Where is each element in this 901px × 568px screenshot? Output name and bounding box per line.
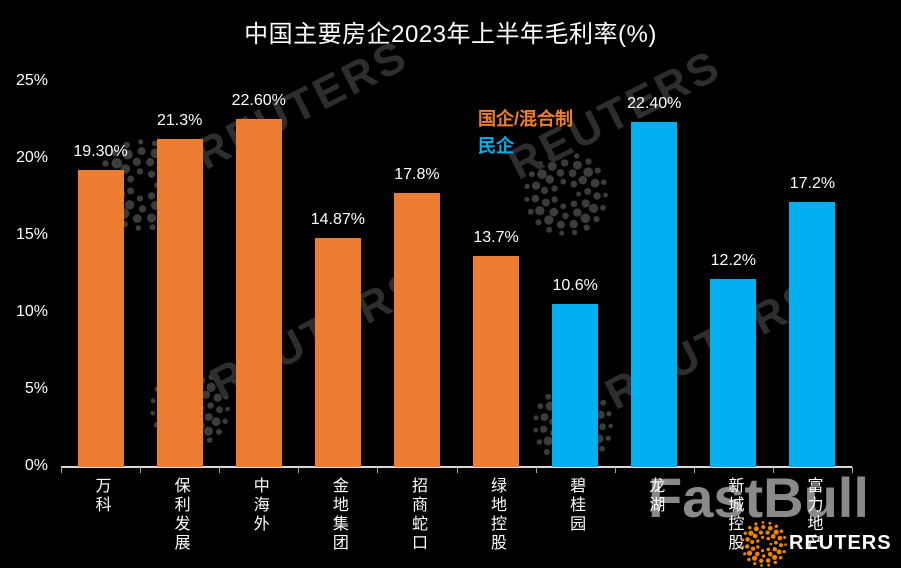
bar-碧桂园 <box>552 303 599 467</box>
legend-item-private: 民企 <box>478 136 514 156</box>
bar-富力地产 <box>789 202 836 467</box>
bar-value-label: 14.87% <box>310 211 365 228</box>
bar-value-label: 12.2% <box>710 252 757 270</box>
x-category-label: 中海外 <box>250 477 268 534</box>
y-tick-label: 20% <box>15 149 48 166</box>
x-axis-tick <box>535 467 537 473</box>
bar-龙湖 <box>631 122 678 467</box>
x-axis-tick <box>377 467 379 473</box>
bar-value-label: 10.6% <box>552 276 598 294</box>
x-category-label: 绿地控股 <box>488 477 506 553</box>
bar-value-label: 22.60% <box>231 91 286 109</box>
x-category-label: 新城控股 <box>725 477 743 553</box>
bar-value-label: 19.30% <box>73 142 128 160</box>
y-tick-label: 25% <box>15 72 48 89</box>
x-category-label: 保利发展 <box>171 477 189 553</box>
x-axis-tick <box>693 467 695 473</box>
fastbull-logo: FastBull <box>648 466 869 529</box>
y-tick-label: 15% <box>15 226 48 243</box>
x-axis-tick <box>298 467 300 473</box>
x-axis-tick <box>456 467 458 473</box>
bar-value-label: 21.3% <box>156 111 203 129</box>
x-axis-tick <box>852 467 853 473</box>
bar-value-label: 13.7% <box>473 229 519 247</box>
x-category-label: 万科 <box>92 477 110 515</box>
bar-value-label: 17.8% <box>394 165 440 183</box>
x-category-label: 富力地产 <box>804 477 822 553</box>
legend-item-soe: 国企/混合制 <box>478 109 574 129</box>
chart-title: 中国主要房企2023年上半年毛利率(%) <box>244 21 657 48</box>
x-axis-tick <box>140 467 142 473</box>
bar-金地集团 <box>314 238 361 467</box>
chart-legend: 国企/混合制 民企 <box>478 106 573 160</box>
bar-新城控股 <box>710 279 757 467</box>
bar-value-label: 17.2% <box>789 175 836 193</box>
x-axis-tick <box>61 467 62 473</box>
x-category-label: 招商蛇口 <box>408 477 426 553</box>
x-category-label: 龙湖 <box>646 477 664 515</box>
bar-招商蛇口 <box>393 192 440 467</box>
x-axis-tick <box>772 467 774 473</box>
x-axis-tick <box>614 467 616 473</box>
reuters-wordmark: REUTERS <box>789 532 892 554</box>
y-tick-label: 0% <box>24 457 48 474</box>
y-tick-label: 5% <box>24 380 48 397</box>
bar-value-label: 22.40% <box>627 95 682 113</box>
bar-万科 <box>77 169 124 467</box>
bar-保利发展 <box>156 138 203 467</box>
bar-中海外 <box>235 118 282 467</box>
bar-绿地控股 <box>473 256 520 467</box>
y-tick-label: 10% <box>15 303 48 320</box>
x-category-label: 碧桂园 <box>567 477 585 534</box>
x-axis-tick <box>219 467 221 473</box>
x-category-label: 金地集团 <box>329 477 347 553</box>
